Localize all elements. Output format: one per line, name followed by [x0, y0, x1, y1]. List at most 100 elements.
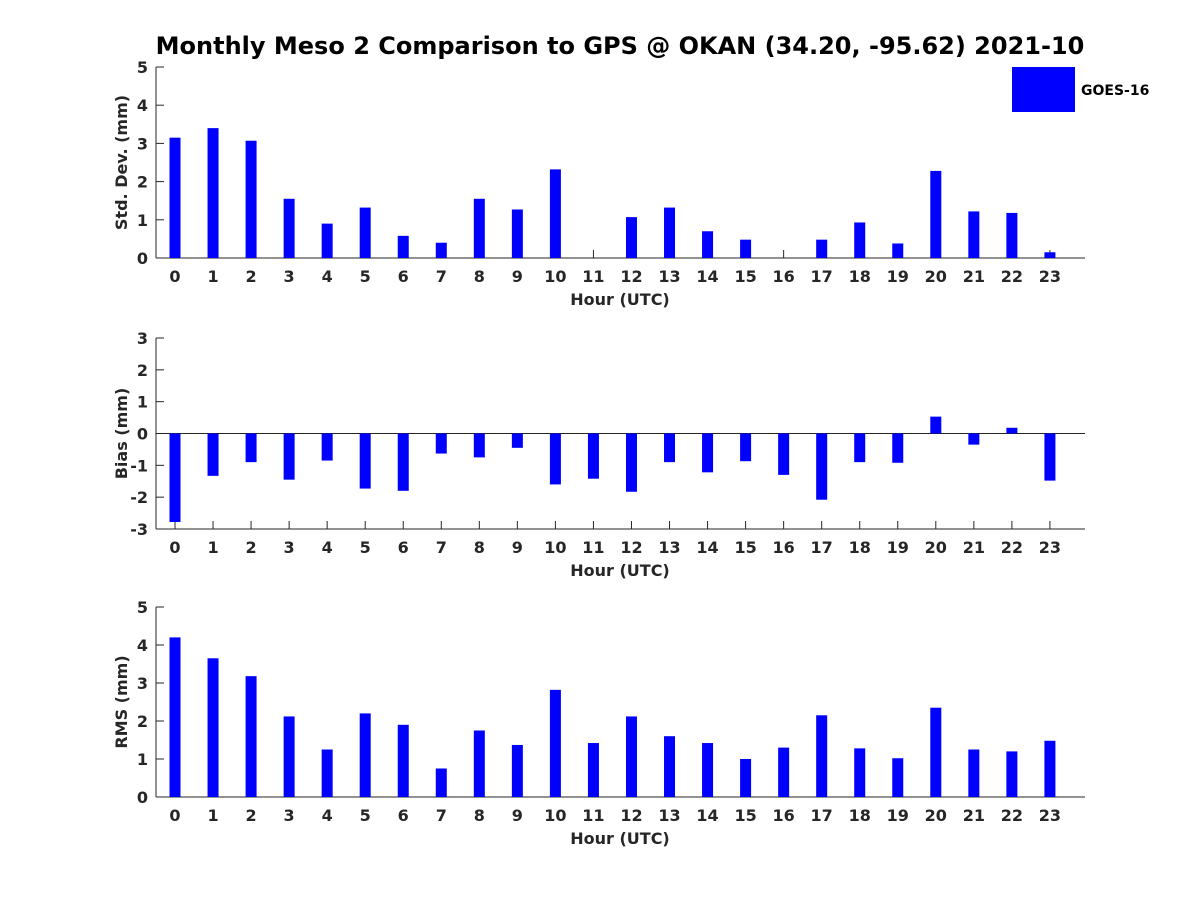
- x-tick-label: 5: [360, 806, 371, 825]
- x-tick-label: 22: [1001, 538, 1023, 557]
- x-tick-label: 0: [169, 267, 180, 286]
- bar-hour-17: [816, 239, 828, 258]
- x-tick-label: 7: [436, 806, 447, 825]
- bar-hour-0: [169, 433, 181, 522]
- y-tick-label: 1: [137, 393, 148, 412]
- legend-swatch: [1012, 67, 1075, 112]
- bar-hour-3: [283, 433, 295, 480]
- x-tick-label: 9: [512, 267, 523, 286]
- bar-hour-22: [1006, 751, 1018, 797]
- x-tick-label: 17: [811, 538, 833, 557]
- y-tick-label: -2: [130, 488, 148, 507]
- bar-hour-14: [702, 743, 714, 797]
- legend: GOES-16: [1012, 67, 1149, 112]
- bar-hour-20: [930, 707, 942, 797]
- x-tick-label: 4: [322, 806, 333, 825]
- bar-hour-7: [435, 768, 447, 797]
- y-tick-label: 2: [137, 361, 148, 380]
- x-tick-label: 4: [322, 538, 333, 557]
- y-tick-label: 1: [137, 211, 148, 230]
- x-tick-label: 10: [544, 806, 566, 825]
- y-tick-label: 5: [137, 58, 148, 77]
- bar-hour-17: [816, 715, 828, 797]
- bar-hour-16: [778, 433, 790, 475]
- y-tick-label: 2: [137, 712, 148, 731]
- bar-hour-8: [473, 433, 485, 458]
- x-tick-label: 4: [322, 267, 333, 286]
- x-tick-label: 13: [658, 538, 680, 557]
- x-tick-label: 16: [773, 267, 795, 286]
- x-tick-label: 2: [246, 806, 257, 825]
- bar-hour-21: [968, 749, 980, 797]
- x-tick-label: 1: [207, 538, 218, 557]
- x-tick-label: 18: [849, 267, 871, 286]
- bar-hour-23: [1044, 740, 1056, 797]
- x-tick-label: 13: [658, 267, 680, 286]
- bar-hour-18: [854, 433, 866, 463]
- bar-hour-6: [397, 433, 409, 491]
- x-tick-label: 11: [582, 538, 604, 557]
- x-tick-label: 21: [963, 538, 985, 557]
- x-tick-label: 6: [398, 267, 409, 286]
- y-tick-label: 4: [137, 636, 148, 655]
- bar-hour-13: [664, 736, 676, 797]
- bar-hour-6: [397, 235, 409, 258]
- bar-hour-7: [435, 433, 447, 454]
- bar-hour-0: [169, 137, 181, 258]
- x-tick-label: 19: [887, 806, 909, 825]
- bar-hour-2: [245, 433, 257, 463]
- x-tick-label: 5: [360, 538, 371, 557]
- x-tick-label: 23: [1039, 806, 1061, 825]
- bar-hour-18: [854, 222, 866, 258]
- bar-hour-9: [511, 209, 523, 258]
- y-tick-label: -3: [130, 520, 148, 539]
- x-tick-label: 10: [544, 267, 566, 286]
- bar-hour-22: [1006, 427, 1018, 434]
- bar-hour-19: [892, 758, 904, 797]
- x-tick-label: 11: [582, 267, 604, 286]
- bar-hour-1: [207, 433, 219, 476]
- x-tick-label: 0: [169, 538, 180, 557]
- bar-hour-0: [169, 637, 181, 797]
- x-tick-label: 3: [284, 806, 295, 825]
- x-tick-label: 22: [1001, 806, 1023, 825]
- x-tick-label: 20: [925, 538, 947, 557]
- bar-hour-13: [664, 207, 676, 258]
- bar-hour-1: [207, 128, 219, 258]
- x-tick-label: 20: [925, 267, 947, 286]
- x-tick-label: 16: [773, 538, 795, 557]
- bar-hour-13: [664, 433, 676, 463]
- bar-hour-8: [473, 730, 485, 797]
- x-tick-label: 6: [398, 538, 409, 557]
- y-tick-label: -1: [130, 456, 148, 475]
- x-tick-label: 23: [1039, 267, 1061, 286]
- x-tick-label: 2: [246, 267, 257, 286]
- x-tick-label: 21: [963, 806, 985, 825]
- x-tick-label: 9: [512, 538, 523, 557]
- x-tick-label: 19: [887, 538, 909, 557]
- y-tick-label: 3: [137, 134, 148, 153]
- x-tick-label: 15: [734, 538, 756, 557]
- y-tick-label: 3: [137, 674, 148, 693]
- x-tick-label: 18: [849, 538, 871, 557]
- y-axis-label: Std. Dev. (mm): [112, 95, 131, 230]
- bar-hour-2: [245, 676, 257, 797]
- bar-hour-19: [892, 433, 904, 463]
- bar-hour-17: [816, 433, 828, 500]
- bar-hour-21: [968, 211, 980, 258]
- y-tick-label: 0: [137, 249, 148, 268]
- bar-hour-14: [702, 231, 714, 258]
- y-tick-label: 0: [137, 425, 148, 444]
- x-tick-label: 5: [360, 267, 371, 286]
- bar-hour-23: [1044, 433, 1056, 481]
- x-tick-label: 15: [734, 267, 756, 286]
- bar-hour-5: [359, 433, 371, 489]
- y-tick-label: 1: [137, 750, 148, 769]
- x-tick-label: 7: [436, 267, 447, 286]
- x-tick-label: 1: [207, 806, 218, 825]
- bar-hour-20: [930, 170, 942, 258]
- x-tick-label: 16: [773, 806, 795, 825]
- x-tick-label: 8: [474, 267, 485, 286]
